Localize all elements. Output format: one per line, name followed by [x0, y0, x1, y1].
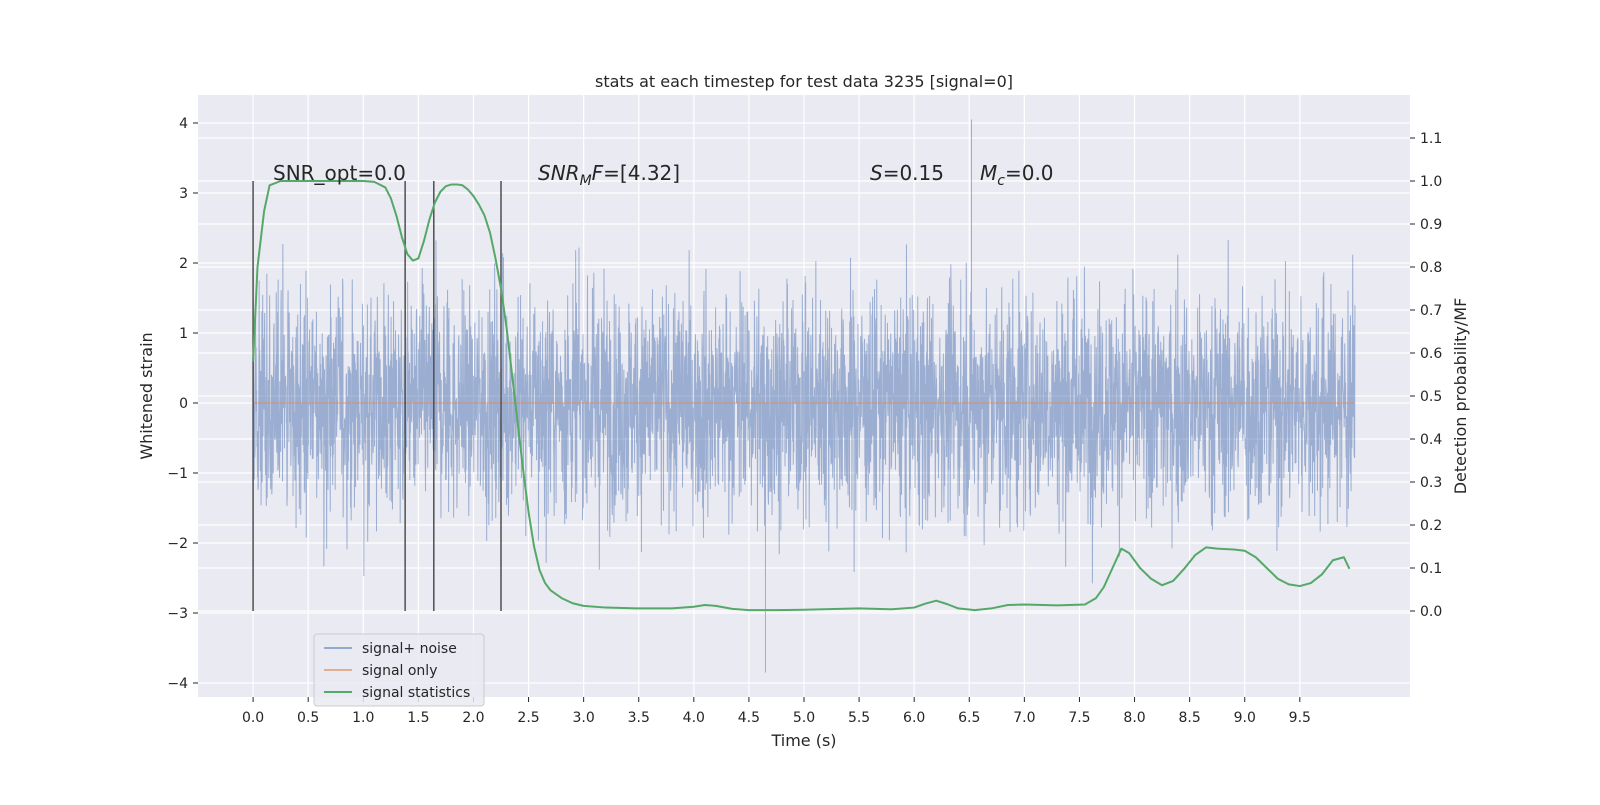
- y-left-tick-label: −1: [167, 466, 188, 482]
- x-tick-label: 3.0: [573, 710, 595, 726]
- x-tick-label: 8.0: [1123, 710, 1145, 726]
- x-tick-label: 5.0: [793, 710, 815, 726]
- y-right-tick-label: 1.0: [1420, 174, 1442, 190]
- y-left-tick-label: 4: [179, 116, 188, 132]
- y-right-tick-label: 0.4: [1420, 432, 1442, 448]
- legend-label-signal-statistics: signal statistics: [362, 685, 470, 701]
- y-right-tick-label: 0.5: [1420, 389, 1442, 405]
- annotation-s-value: =0.15: [883, 161, 944, 185]
- y-left-tick-label: 3: [179, 186, 188, 202]
- x-tick-label: 2.5: [517, 710, 539, 726]
- y-right-tick-label: 0.2: [1420, 518, 1442, 534]
- x-tick-label: 4.0: [683, 710, 705, 726]
- x-tick-label: 7.0: [1013, 710, 1035, 726]
- x-tick-label: 6.0: [903, 710, 925, 726]
- y-left-tick-label: 0: [179, 396, 188, 412]
- legend-label-signal-only: signal only: [362, 663, 437, 679]
- x-tick-label: 1.0: [352, 710, 374, 726]
- annotation-snr-opt: SNR_opt=0.0: [273, 161, 406, 185]
- signal-statistics-line: [252, 180, 1351, 612]
- x-tick-label: 4.5: [738, 710, 760, 726]
- y-right-tick-label: 0.7: [1420, 303, 1442, 319]
- annotation-snr-mf-value: =[4.32]: [603, 161, 680, 185]
- signal-noise-line: [252, 119, 1356, 673]
- x-tick-label: 8.5: [1179, 710, 1201, 726]
- x-tick-label: 9.0: [1234, 710, 1256, 726]
- y-left-tick-label: 1: [179, 326, 188, 342]
- y-left-tick-label: −3: [167, 606, 188, 622]
- legend-box: [313, 633, 485, 707]
- x-tick-label: 9.5: [1289, 710, 1311, 726]
- y-left-tick-label: 2: [179, 256, 188, 272]
- vertical-markers: [252, 181, 502, 611]
- y-axis-right-label: Detection probability/MF: [1451, 298, 1470, 495]
- x-tick-label: 3.5: [628, 710, 650, 726]
- x-tick-label: 0.0: [242, 710, 264, 726]
- y-right-tick-label: 1.1: [1420, 131, 1442, 147]
- x-axis-label: Time (s): [770, 731, 836, 750]
- x-tick-label: 1.5: [407, 710, 429, 726]
- y-axis-left-label: Whitened strain: [137, 332, 156, 459]
- chart-title: stats at each timestep for test data 323…: [595, 72, 1013, 91]
- annotation-mc-value: =0.0: [1005, 161, 1054, 185]
- signal-noise-series: [252, 119, 1356, 673]
- y-left-tick-label: −2: [167, 536, 188, 552]
- y-right-tick-label: 0.6: [1420, 346, 1442, 362]
- signal-statistics-series: [252, 180, 1351, 612]
- x-tick-label: 0.5: [297, 710, 319, 726]
- y-right-tick-label: 0.3: [1420, 475, 1442, 491]
- y-left-tick-label: −4: [167, 676, 188, 692]
- y-right-tick-label: 0.9: [1420, 217, 1442, 233]
- y-right-tick-label: 0.8: [1420, 260, 1442, 276]
- annotation-snr-mf: SNRMF=[4.32]: [538, 161, 680, 189]
- x-tick-label: 7.5: [1068, 710, 1090, 726]
- x-tick-label: 6.5: [958, 710, 980, 726]
- y-right-tick-label: 0.0: [1420, 604, 1442, 620]
- x-tick-label: 2.0: [462, 710, 484, 726]
- y-right-tick-label: 0.1: [1420, 561, 1442, 577]
- annotation-mc: Mc=0.0: [980, 161, 1054, 189]
- legend-label-signal-noise: signal+ noise: [362, 641, 457, 657]
- legend: signal+ noise signal only signal statist…: [313, 633, 485, 707]
- annotation-s: S=0.15: [870, 161, 944, 185]
- ticks: 0.0 0.5 1.0 1.5 2.0 2.5 3.0 3.5 4.0 4.5 5.0 5.5 6.0 6…: [167, 116, 1442, 726]
- x-tick-label: 5.5: [848, 710, 870, 726]
